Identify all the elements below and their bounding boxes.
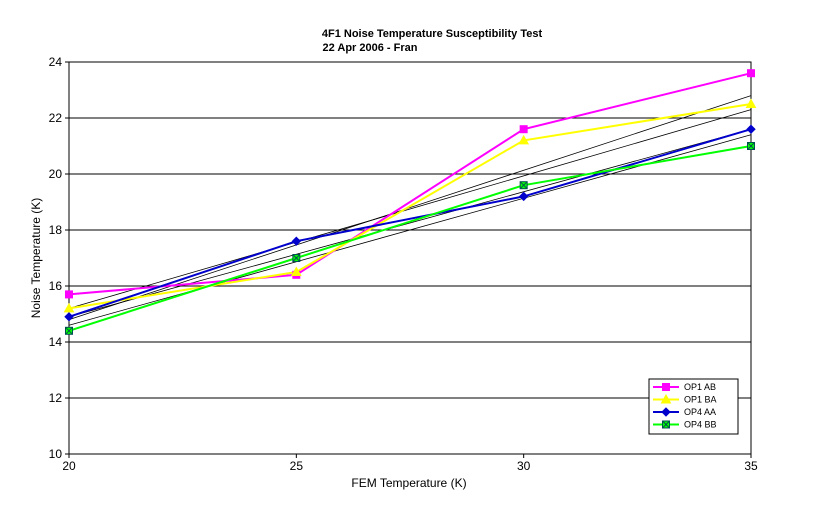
- y-tick-label: 22: [49, 111, 63, 125]
- series-line: [68, 103, 752, 310]
- data-point: [518, 191, 529, 202]
- data-point: [291, 236, 302, 246]
- x-axis-label: FEM Temperature (K): [351, 476, 466, 490]
- x-tick-label: 25: [290, 459, 304, 473]
- data-point: [660, 393, 672, 404]
- data-point: [747, 69, 755, 78]
- data-point-cross: [519, 181, 528, 190]
- series-line: [68, 128, 752, 318]
- data-point: [519, 125, 528, 134]
- chart-subtitle: 22 Apr 2006 - Fran: [323, 42, 418, 54]
- data-point: [290, 266, 302, 276]
- data-point: [64, 312, 74, 322]
- data-point: [518, 134, 530, 145]
- series-line: [68, 145, 752, 332]
- data-point: [292, 254, 301, 262]
- data-point-cross: [662, 420, 670, 429]
- y-tick-label: 18: [49, 223, 63, 237]
- chart-title: 4F1 Noise Temperature Susceptibility Tes…: [322, 28, 543, 40]
- data-point: [63, 302, 75, 313]
- legend-label: OP4 BB: [684, 420, 717, 430]
- series-line: [68, 72, 752, 296]
- data-point: [661, 407, 671, 417]
- legend: OP1 AB OP1 BA OP4 AA OP4 BB: [648, 378, 739, 435]
- y-axis-label: Noise Temperature (K): [29, 198, 43, 319]
- data-point: [662, 420, 670, 429]
- y-tick-label: 14: [49, 335, 63, 349]
- y-tick-label: 24: [49, 55, 63, 69]
- data-point: [519, 181, 528, 190]
- data-point-cross: [747, 142, 755, 150]
- data-point: [747, 142, 755, 150]
- axis-ticks: 10 12 14 16 18 20 22 24 20 25 30 35: [49, 55, 758, 473]
- data-point: [65, 326, 73, 335]
- trendline: [68, 109, 752, 309]
- data-point: [745, 98, 757, 108]
- data-point-cross: [292, 254, 301, 262]
- x-tick-label: 35: [744, 459, 758, 473]
- data-point-cross: [65, 326, 73, 335]
- data-point: [746, 124, 756, 134]
- y-tick-label: 16: [49, 279, 63, 293]
- y-tick-label: 20: [49, 167, 63, 181]
- x-tick-label: 30: [517, 459, 531, 473]
- trendline: [68, 95, 752, 320]
- series-lines: [63, 69, 757, 335]
- x-tick-label: 20: [62, 459, 76, 473]
- y-tick-label: 12: [49, 391, 63, 405]
- legend-label: OP1 AB: [684, 382, 716, 392]
- legend-label: OP1 BA: [684, 395, 717, 405]
- legend-label: OP4 AA: [684, 407, 716, 417]
- data-point: [65, 290, 73, 299]
- data-point: [662, 383, 670, 391]
- plot-area: [68, 61, 752, 455]
- y-tick-label: 10: [49, 447, 63, 461]
